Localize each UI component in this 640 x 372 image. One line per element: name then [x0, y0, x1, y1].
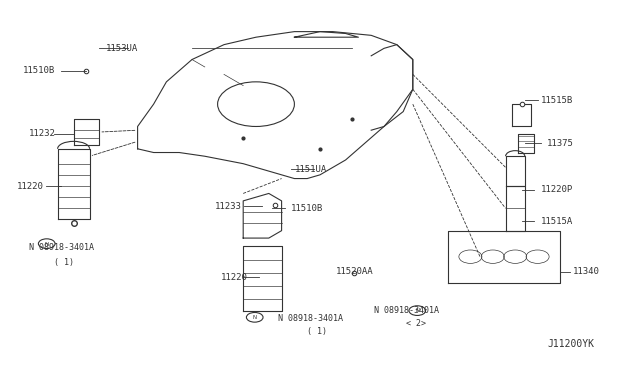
Text: ( 1): ( 1): [307, 327, 327, 336]
Text: 11515B: 11515B: [541, 96, 573, 105]
Text: 11220: 11220: [17, 182, 44, 190]
Text: N: N: [415, 308, 419, 314]
Text: 11233: 11233: [214, 202, 241, 211]
Text: J11200YK: J11200YK: [547, 339, 594, 349]
Text: N 08918-3401A: N 08918-3401A: [278, 314, 344, 323]
Text: 11340: 11340: [573, 267, 600, 276]
Text: N 08918-3401A: N 08918-3401A: [29, 243, 94, 252]
Text: N: N: [253, 315, 257, 320]
Text: < 2>: < 2>: [406, 319, 426, 328]
Text: 11220P: 11220P: [541, 185, 573, 194]
Text: 11220: 11220: [221, 273, 248, 282]
Text: 1153UA: 1153UA: [106, 44, 138, 53]
Text: 1151UA: 1151UA: [294, 165, 326, 174]
Text: 11232: 11232: [29, 129, 56, 138]
Text: 11520AA: 11520AA: [336, 267, 374, 276]
Text: N: N: [45, 241, 49, 247]
Text: 11375: 11375: [547, 139, 574, 148]
Text: 11510B: 11510B: [291, 204, 323, 213]
Text: 11510B: 11510B: [22, 66, 54, 75]
Text: ( 1): ( 1): [54, 258, 74, 267]
Text: 11515A: 11515A: [541, 217, 573, 226]
Text: N 08918-3401A: N 08918-3401A: [374, 306, 440, 315]
